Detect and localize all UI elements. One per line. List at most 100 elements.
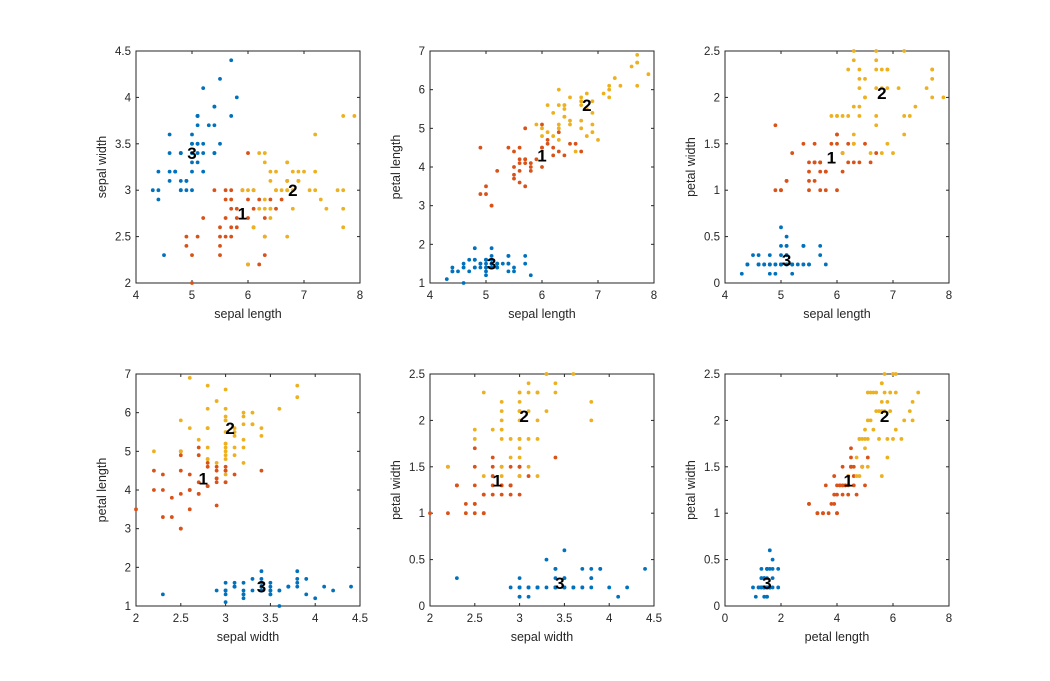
point-cluster-3 [562,585,567,590]
point-cluster-1 [234,206,239,211]
point-cluster-1 [512,176,516,181]
point-cluster-3 [484,273,488,278]
point-cluster-1 [823,188,828,193]
point-cluster-2 [508,455,513,460]
point-cluster-1 [556,130,561,135]
point-cluster-2 [874,86,879,91]
point-cluster-1 [223,216,228,220]
point-cluster-2 [285,160,290,165]
point-cluster-2 [874,67,879,72]
point-cluster-3 [779,262,783,267]
x-tick-label: 6 [539,290,545,302]
point-cluster-1 [551,145,556,150]
point-cluster-3 [212,123,217,128]
point-cluster-2 [857,67,862,72]
point-cluster-3 [500,261,505,266]
point-cluster-1 [868,160,873,165]
point-cluster-1 [196,491,201,496]
centroid-label-3: 3 [782,251,791,270]
point-cluster-2 [250,410,255,415]
point-cluster-3 [454,576,459,581]
point-cluster-2 [241,461,246,465]
point-cluster-2 [930,67,935,72]
point-cluster-2 [187,426,192,431]
point-cluster-3 [776,566,781,571]
point-cluster-1 [874,151,879,155]
point-cluster-2 [481,474,486,478]
x-tick-label: 4 [606,613,613,625]
point-cluster-3 [156,188,161,193]
point-cluster-3 [779,253,783,258]
point-cluster-2 [885,67,890,72]
point-cluster-1 [229,206,234,211]
point-cluster-3 [313,596,318,601]
point-cluster-2 [865,437,870,441]
point-cluster-1 [540,165,544,169]
point-cluster-2 [341,225,346,230]
point-cluster-2 [874,390,879,395]
point-cluster-3 [759,585,764,590]
point-cluster-3 [286,584,291,589]
point-cluster-3 [241,588,246,593]
point-cluster-1 [523,157,528,162]
point-cluster-2 [285,234,290,239]
x-tick-label: 4 [133,290,140,302]
point-cluster-1 [201,216,206,220]
point-cluster-2 [590,110,595,115]
point-cluster-3 [589,585,594,590]
y-axis-label: petal length [389,135,403,200]
point-cluster-3 [218,76,222,81]
point-cluster-3 [461,265,466,270]
point-cluster-1 [545,141,550,146]
point-cluster-2 [885,437,890,441]
point-cluster-2 [874,114,879,118]
point-cluster-1 [478,145,483,150]
point-cluster-2 [268,179,273,183]
point-cluster-1 [835,483,839,488]
point-cluster-2 [205,406,210,411]
point-cluster-2 [907,114,912,118]
point-cluster-1 [484,192,488,196]
point-cluster-1 [187,507,192,512]
point-cluster-2 [885,86,890,91]
point-cluster-1 [553,455,558,460]
point-cluster-2 [535,437,540,441]
x-tick-label: 6 [890,613,896,625]
point-cluster-3 [625,585,630,590]
point-cluster-1 [517,145,522,150]
x-tick-label: 4 [427,290,434,302]
point-cluster-2 [941,95,946,100]
point-cluster-2 [874,409,879,414]
point-cluster-1 [526,474,531,478]
point-cluster-1 [223,234,228,239]
point-cluster-2 [871,390,876,395]
axes-box [135,50,361,284]
point-cluster-3 [765,594,769,599]
point-cluster-2 [857,437,862,441]
point-cluster-2 [472,427,477,432]
point-cluster-1 [187,472,192,477]
point-cluster-3 [195,123,200,128]
point-cluster-2 [499,437,504,441]
point-cluster-3 [773,262,778,267]
point-cluster-2 [553,381,558,386]
point-cluster-3 [784,243,789,248]
x-tick-label: 8 [357,290,363,302]
point-cluster-2 [879,399,884,404]
point-cluster-1 [832,502,837,506]
point-cluster-2 [840,114,845,118]
point-cluster-3 [523,261,528,266]
y-tick-label: 3 [125,185,131,197]
point-cluster-2 [517,446,522,451]
point-cluster-2 [893,372,898,376]
point-cluster-3 [790,262,795,267]
point-cluster-3 [478,265,483,270]
x-tick-label: 2 [778,613,784,625]
point-cluster-2 [296,169,301,174]
point-cluster-1 [178,491,183,496]
point-cluster-2 [556,126,561,131]
point-cluster-1 [246,151,250,155]
point-cluster-1 [568,141,572,146]
point-cluster-2 [874,49,879,53]
point-cluster-3 [472,265,477,270]
